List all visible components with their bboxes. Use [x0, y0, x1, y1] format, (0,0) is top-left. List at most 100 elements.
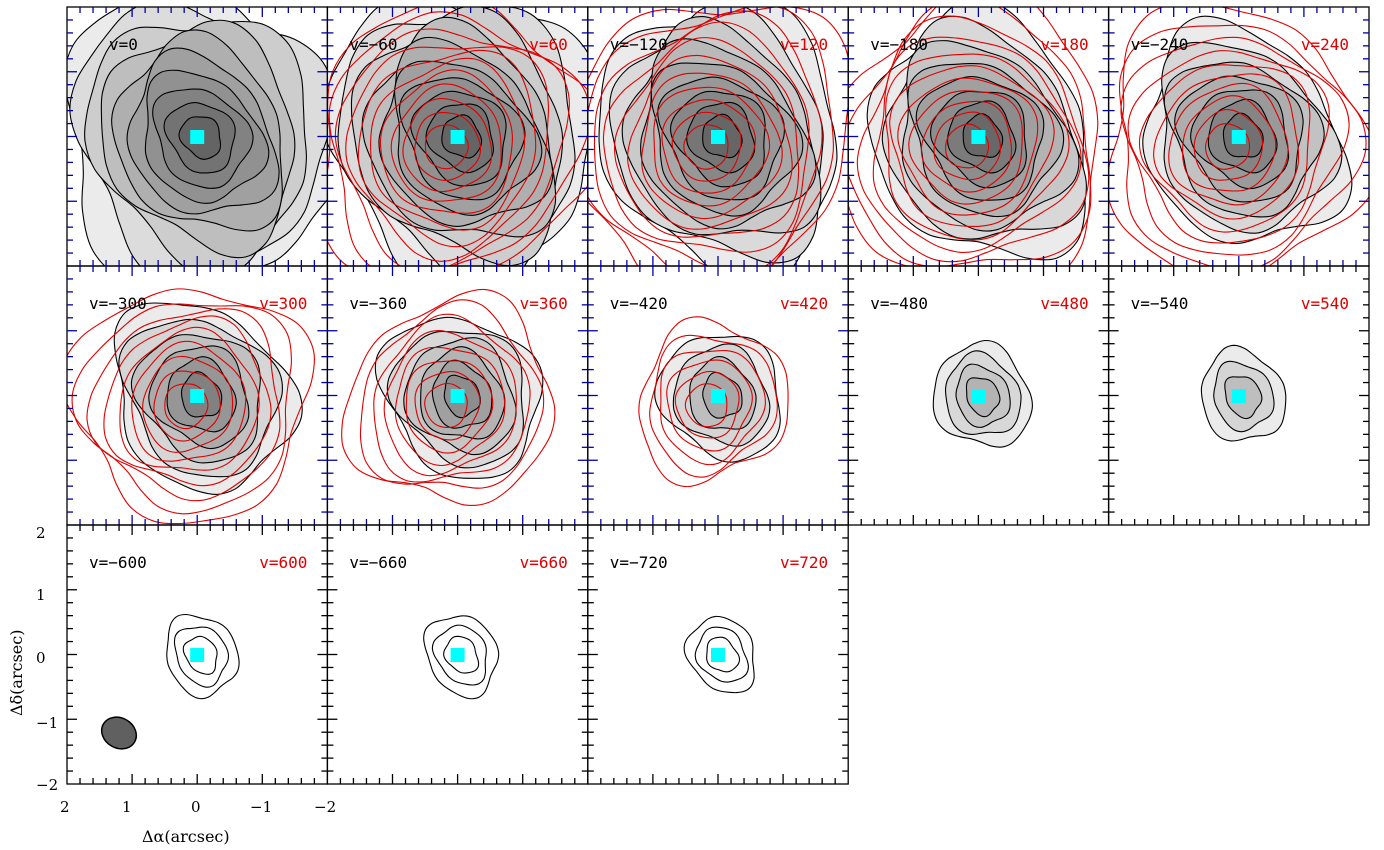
channel-panel: v=−180 v=180 — [847, 6, 1110, 267]
panel-ticks — [67, 7, 328, 266]
red-contour — [1168, 82, 1289, 206]
panel-ticks — [327, 7, 588, 266]
velocity-label-red: v=480 — [1040, 294, 1088, 313]
panel-ticks — [848, 7, 1109, 266]
red-contour — [86, 308, 281, 502]
position-marker — [1231, 130, 1246, 144]
red-contour — [402, 98, 493, 193]
red-contour — [103, 315, 272, 487]
red-contour — [614, 37, 800, 238]
red-contour — [671, 111, 742, 182]
channel-panel: v=0 — [66, 6, 329, 267]
red-contour — [641, 72, 783, 220]
x-tick-m1: −1 — [250, 798, 272, 816]
contour-map — [341, 288, 556, 506]
velocity-label-black: v=−180 — [870, 35, 928, 54]
red-contour — [142, 355, 234, 453]
red-contour — [666, 359, 753, 452]
red-contour — [602, 21, 810, 253]
black-contour — [706, 636, 741, 673]
x-tick-m2: −2 — [314, 798, 336, 816]
black-contour — [166, 613, 240, 700]
panel-ticks — [327, 525, 588, 784]
red-contour — [1120, 36, 1350, 256]
red-contour — [587, 7, 834, 266]
velocity-label-red: v=420 — [780, 294, 828, 313]
velocity-label-red: v=300 — [259, 294, 307, 313]
panel-ticks — [327, 266, 588, 525]
velocity-label-red: v=720 — [780, 553, 828, 572]
red-contour — [390, 83, 502, 202]
panel-ticks — [587, 266, 849, 525]
red-contour — [1127, 50, 1330, 244]
velocity-label-black: v=−60 — [349, 35, 397, 54]
black-contour — [443, 635, 480, 674]
contour-map — [100, 613, 240, 750]
black-contour — [694, 626, 749, 683]
channel-panel: v=−600 v=600 — [66, 524, 329, 785]
red-contour — [334, 28, 570, 266]
red-contour — [1138, 64, 1311, 233]
position-marker — [711, 130, 725, 144]
position-marker — [971, 389, 986, 403]
red-contour — [856, 15, 1090, 263]
velocity-label-black: v=−540 — [1131, 294, 1189, 313]
red-contour — [379, 69, 513, 214]
red-contour — [71, 303, 292, 515]
contour-map — [327, 7, 588, 266]
red-contour — [370, 57, 526, 231]
velocity-label-black: v=−720 — [610, 553, 668, 572]
red-contour — [1182, 95, 1277, 192]
velocity-label-black: v=−120 — [610, 35, 668, 54]
position-marker — [1231, 389, 1246, 403]
contour-map — [932, 339, 1033, 448]
velocity-label-black: v=−360 — [349, 294, 407, 313]
red-contour — [897, 77, 1039, 216]
velocity-label-black: v=−600 — [89, 553, 147, 572]
red-contour — [345, 46, 550, 262]
channel-panel: v=−240 v=240 — [1107, 6, 1370, 267]
panel-ticks — [1108, 7, 1369, 266]
red-contour — [649, 334, 778, 478]
black-contour — [431, 624, 487, 686]
position-marker — [190, 130, 205, 144]
black-contour — [423, 615, 500, 700]
red-contour — [405, 360, 494, 454]
red-contour — [414, 371, 481, 441]
channel-panel: v=−540 v=540 — [1107, 265, 1370, 526]
red-contour — [383, 330, 517, 477]
red-contour — [328, 11, 588, 266]
y-tick-m2: −2 — [36, 776, 58, 794]
position-marker — [450, 389, 465, 403]
contour-map — [683, 615, 755, 694]
red-contour — [638, 316, 789, 488]
red-contour — [661, 99, 756, 194]
black-contour — [683, 615, 755, 694]
y-tick-0: 0 — [36, 649, 46, 667]
beam-ellipse — [100, 716, 138, 750]
red-contour — [359, 299, 545, 489]
channel-panel: v=−420 v=420 — [587, 265, 849, 526]
panel-ticks — [848, 266, 1109, 525]
channel-panel: v=−720 v=720 — [587, 524, 849, 785]
red-contour — [394, 346, 506, 467]
red-contour — [373, 313, 531, 483]
red-contour — [1108, 7, 1369, 266]
red-contour — [933, 111, 1002, 181]
x-tick-2: 2 — [60, 798, 70, 816]
position-marker — [190, 648, 205, 662]
y-tick-1: 1 — [36, 586, 46, 604]
red-contour — [653, 86, 771, 207]
channel-panel: v=−300 v=300 — [66, 265, 329, 526]
red-contour — [889, 65, 1055, 228]
contour-map — [1200, 344, 1287, 442]
red-contour — [674, 370, 740, 439]
panel-ticks — [67, 525, 328, 784]
channel-panel: v=−360 v=360 — [326, 265, 589, 526]
x-tick-1: 1 — [122, 798, 132, 816]
contour-map — [587, 7, 849, 266]
red-contour — [587, 7, 849, 266]
velocity-label-black: v=0 — [109, 35, 138, 54]
channel-panel: v=−60 v=60 — [326, 6, 589, 267]
red-contour — [908, 90, 1023, 205]
